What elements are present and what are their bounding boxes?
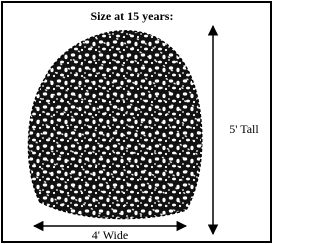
title: Size at 15 years:	[91, 9, 174, 23]
size-diagram: Size at 15 years: 5' Tall 4' Wide	[0, 0, 273, 244]
height-label: 5' Tall	[229, 122, 259, 136]
width-label: 4' Wide	[92, 228, 128, 242]
